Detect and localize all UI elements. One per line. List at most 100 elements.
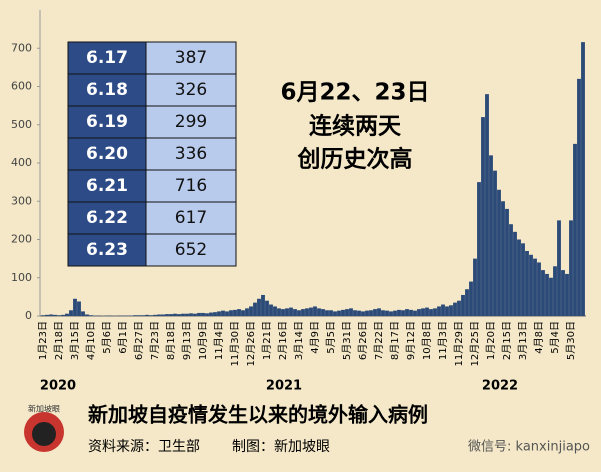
year-label: 2021 <box>266 379 302 394</box>
bar <box>573 143 577 316</box>
bar <box>69 310 73 316</box>
bar <box>81 311 85 316</box>
bar <box>433 308 437 316</box>
bar <box>465 289 469 316</box>
y-tick-label: 200 <box>11 233 32 246</box>
bar <box>361 311 365 316</box>
bar <box>53 314 57 316</box>
x-tick-label: 4月10日 <box>85 321 97 360</box>
bar <box>377 308 381 316</box>
bar <box>533 258 537 316</box>
x-tick-label: 2月18日 <box>53 321 65 360</box>
bar <box>201 312 205 316</box>
bar <box>393 310 397 316</box>
bar <box>305 308 309 316</box>
bar <box>145 314 149 316</box>
bar <box>289 307 293 316</box>
bar <box>165 314 169 316</box>
bar <box>181 313 185 316</box>
table-cell <box>145 137 237 171</box>
bar <box>345 309 349 316</box>
annotation: 创历史次高 <box>297 146 413 173</box>
bar <box>265 300 269 316</box>
bar <box>277 308 281 316</box>
bar <box>169 314 173 316</box>
bar <box>321 309 325 316</box>
bar <box>297 310 301 316</box>
bar <box>41 315 45 316</box>
bar <box>513 231 517 316</box>
bar <box>541 270 545 316</box>
bar <box>317 308 321 316</box>
bar <box>477 182 481 316</box>
table-cell <box>145 73 237 107</box>
table-cell <box>145 169 237 203</box>
bar <box>413 310 417 316</box>
x-tick-label: 5月4日 <box>549 321 561 354</box>
bar <box>525 250 529 316</box>
bar <box>373 309 377 316</box>
x-tick-label: 6月27日 <box>133 321 145 360</box>
x-tick-label: 6月1日 <box>117 321 129 354</box>
bar <box>49 314 53 316</box>
bar <box>241 310 245 316</box>
bar <box>65 313 69 316</box>
bar <box>505 208 509 316</box>
bar <box>85 314 89 316</box>
table-date: 6.20 <box>86 144 128 164</box>
x-tick-label: 1月20日 <box>485 321 497 360</box>
y-tick-label: 400 <box>11 156 32 169</box>
bar <box>529 254 533 316</box>
logo <box>32 422 56 446</box>
x-tick-label: 2月16日 <box>277 321 289 360</box>
x-tick-label: 5月5日 <box>325 321 337 354</box>
x-tick-label: 5月31日 <box>341 321 353 360</box>
bar <box>353 310 357 316</box>
bar <box>421 308 425 316</box>
table-cell <box>145 233 237 267</box>
table-date: 6.23 <box>86 240 128 260</box>
table-value: 299 <box>175 112 207 132</box>
table-date: 6.18 <box>86 80 128 100</box>
table-value: 652 <box>175 240 207 260</box>
bar <box>61 314 65 316</box>
x-tick-label: 11月3日 <box>437 321 449 360</box>
bar <box>445 306 449 316</box>
table-cell <box>145 105 237 139</box>
bar <box>233 309 237 316</box>
bar <box>205 313 209 316</box>
bar <box>549 277 553 316</box>
x-tick-label: 10月8日 <box>421 321 433 360</box>
x-tick-label: 12月25日 <box>469 321 481 366</box>
bar <box>469 281 473 316</box>
x-tick-label: 4月8日 <box>533 321 545 354</box>
bar <box>293 309 297 316</box>
x-tick-label: 6月26日 <box>357 321 369 360</box>
bar <box>337 310 341 316</box>
bar <box>521 243 525 316</box>
bar <box>497 189 501 316</box>
bar <box>553 266 557 316</box>
table-date: 6.17 <box>86 48 128 68</box>
table-value: 387 <box>175 48 207 68</box>
year-label: 2020 <box>40 379 76 394</box>
bar <box>249 306 253 316</box>
bar <box>177 314 181 316</box>
bar <box>389 311 393 316</box>
bar <box>209 312 213 316</box>
bar <box>417 309 421 316</box>
bar <box>161 314 165 316</box>
watermark: 微信号: kanxinjiapo <box>468 440 590 455</box>
x-tick-label: 3月15日 <box>69 321 81 360</box>
table-cell <box>67 201 147 235</box>
year-label: 2022 <box>482 379 518 394</box>
y-tick-label: 600 <box>11 80 32 93</box>
x-tick-label: 7月23日 <box>149 321 161 360</box>
annotation: 连续两天 <box>309 113 402 140</box>
bar <box>285 308 289 316</box>
bar <box>193 313 197 316</box>
bar <box>569 220 573 316</box>
x-tick-label: 12月26日 <box>245 321 257 366</box>
bar <box>197 312 201 316</box>
x-tick-label: 2月15日 <box>501 321 513 360</box>
